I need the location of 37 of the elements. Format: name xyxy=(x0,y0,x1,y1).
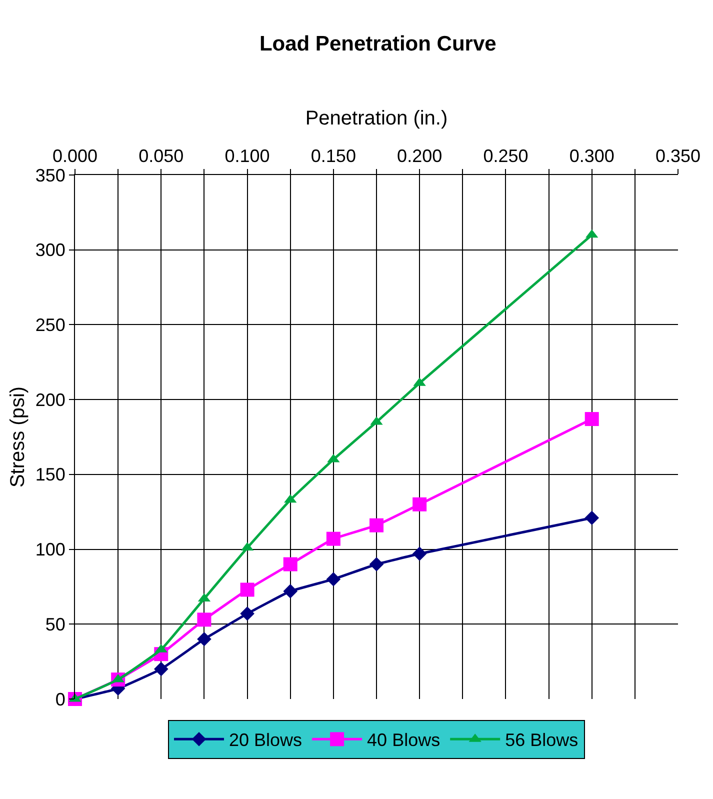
point xyxy=(584,510,600,525)
point xyxy=(197,612,212,627)
x-tick-label: 0.300 xyxy=(569,146,614,166)
x-tick-label: 0.250 xyxy=(483,146,528,166)
x-tick-label: 0.050 xyxy=(138,146,184,166)
y-tick-label: 100 xyxy=(35,540,66,560)
point xyxy=(326,572,341,586)
point xyxy=(240,582,254,597)
x-tick-label: 0.200 xyxy=(397,146,442,166)
y-tick-label: 0 xyxy=(55,689,66,710)
x-tick-label: 0.000 xyxy=(52,146,98,166)
x-axis-title: Penetration (in.) xyxy=(305,107,448,130)
point xyxy=(283,584,298,598)
y-axis-title: Stress (psi) xyxy=(6,386,29,488)
x-tick-label: 0.100 xyxy=(224,146,270,166)
point xyxy=(369,557,384,572)
point xyxy=(240,606,254,621)
x-tick-label: 0.150 xyxy=(310,146,356,166)
chart-title: Load Penetration Curve xyxy=(259,32,496,56)
y-tick-label: 250 xyxy=(35,315,66,336)
legend-label: 56 Blows xyxy=(505,730,578,750)
point xyxy=(283,557,298,572)
y-tick-label: 50 xyxy=(45,614,66,634)
point xyxy=(154,662,168,676)
y-tick-label: 350 xyxy=(35,165,66,186)
legend-label: 20 Blows xyxy=(229,730,302,750)
point xyxy=(412,497,427,512)
x-tick-label: 0.350 xyxy=(655,146,701,166)
point xyxy=(412,546,427,561)
y-tick-label: 200 xyxy=(35,390,66,410)
y-tick-label: 300 xyxy=(35,240,66,260)
point xyxy=(370,518,384,532)
legend-label: 40 Blows xyxy=(367,730,440,750)
y-tick-label: 150 xyxy=(35,464,66,485)
point xyxy=(197,632,212,646)
point xyxy=(584,412,599,426)
point xyxy=(326,532,340,546)
